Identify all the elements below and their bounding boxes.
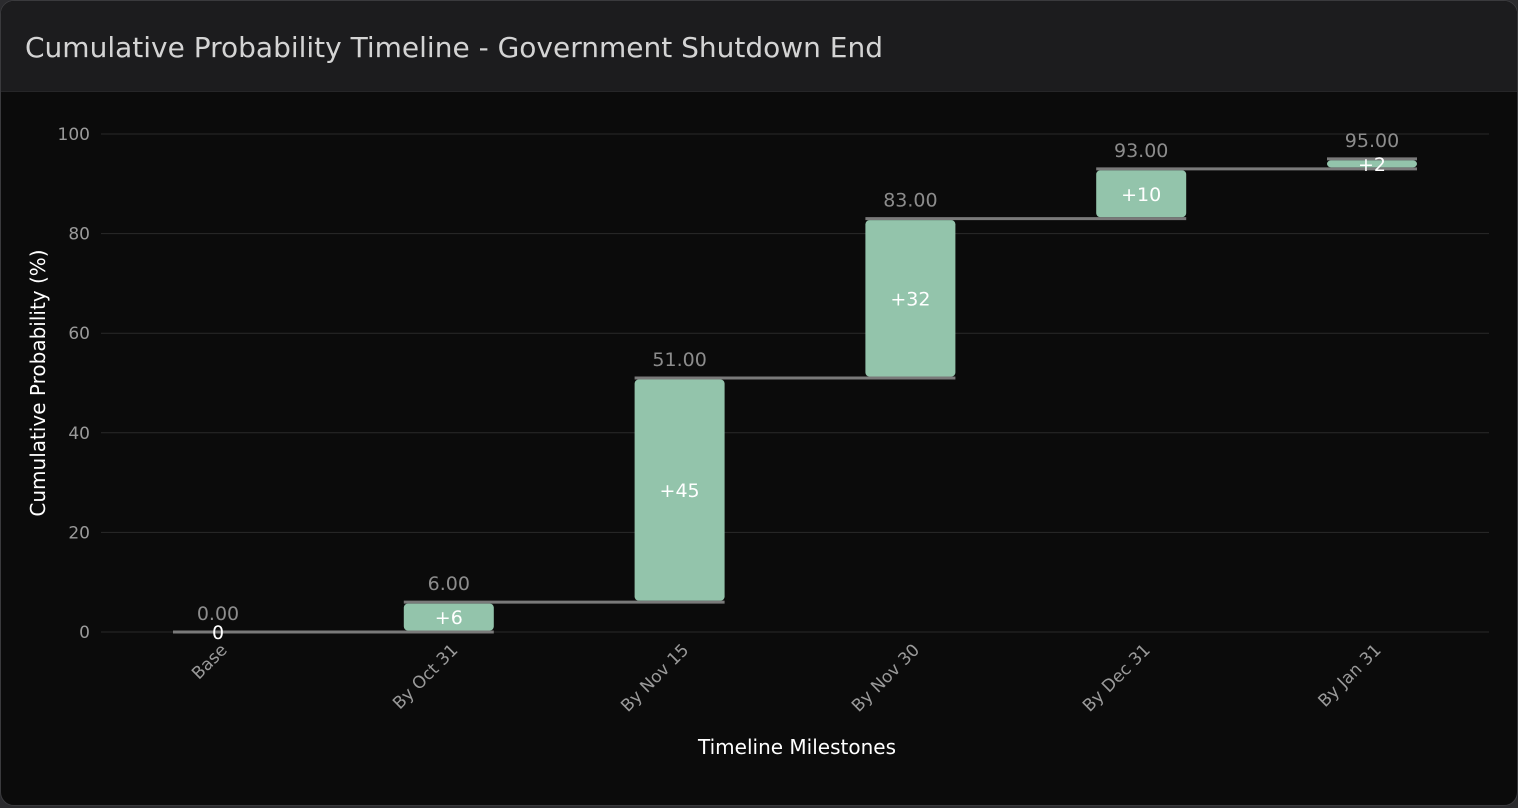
y-axis-title: Cumulative Probability (%) bbox=[26, 249, 50, 516]
x-tick-label: By Dec 31 bbox=[1079, 640, 1155, 716]
delta-label: 0 bbox=[212, 622, 224, 644]
total-label: 83.00 bbox=[883, 190, 937, 212]
waterfall-bar bbox=[634, 379, 725, 601]
waterfall-bar bbox=[403, 603, 494, 631]
x-tick-label: By Nov 30 bbox=[848, 640, 924, 716]
y-tick-label: 40 bbox=[68, 424, 90, 444]
delta-label: +10 bbox=[1121, 184, 1161, 206]
y-tick-label: 100 bbox=[58, 125, 90, 145]
delta-label: +6 bbox=[435, 607, 463, 629]
x-tick-label: By Jan 31 bbox=[1315, 640, 1386, 711]
waterfall-bar bbox=[865, 220, 956, 377]
chart-title: Cumulative Probability Timeline - Govern… bbox=[25, 31, 884, 64]
total-label: 95.00 bbox=[1345, 130, 1399, 152]
total-label: 0.00 bbox=[197, 603, 239, 625]
total-label: 6.00 bbox=[428, 573, 470, 595]
delta-label: +45 bbox=[660, 480, 700, 502]
y-tick-label: 60 bbox=[68, 324, 90, 344]
y-tick-label: 0 bbox=[79, 623, 90, 643]
delta-label: +32 bbox=[890, 288, 930, 310]
x-tick-label: By Oct 31 bbox=[389, 640, 462, 713]
x-tick-label: By Nov 15 bbox=[617, 640, 693, 716]
delta-label: +2 bbox=[1358, 154, 1386, 176]
y-tick-label: 80 bbox=[68, 225, 90, 245]
x-tick-label: Base bbox=[188, 640, 231, 683]
card-header: Cumulative Probability Timeline - Govern… bbox=[1, 1, 1517, 92]
total-label: 93.00 bbox=[1114, 140, 1168, 162]
total-label: 51.00 bbox=[652, 349, 706, 371]
y-tick-label: 20 bbox=[68, 523, 90, 543]
waterfall-bar bbox=[1096, 170, 1187, 218]
waterfall-bar bbox=[1327, 160, 1417, 168]
x-axis-title: Timeline Milestones bbox=[697, 735, 896, 759]
